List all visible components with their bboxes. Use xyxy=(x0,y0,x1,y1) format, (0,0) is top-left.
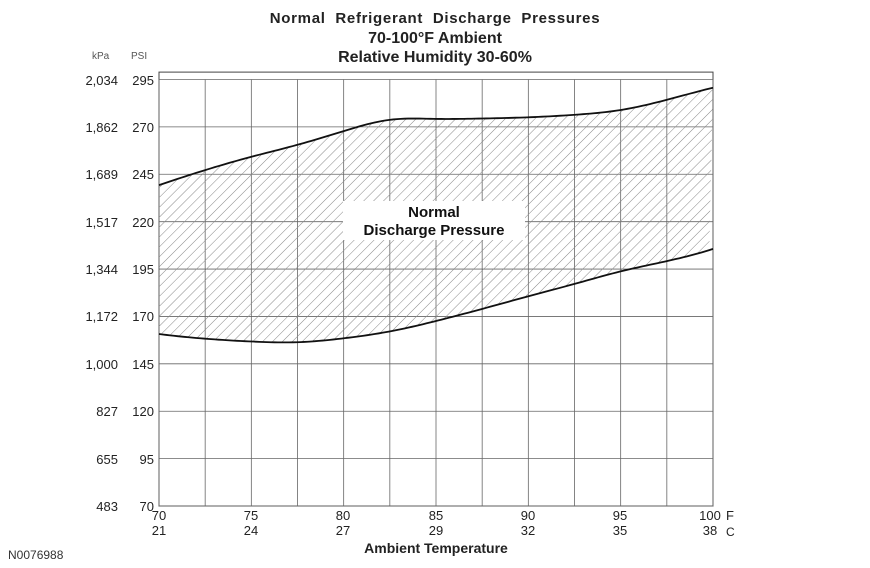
svg-text:Normal: Normal xyxy=(408,204,460,221)
svg-text:Discharge Pressure: Discharge Pressure xyxy=(364,222,505,239)
